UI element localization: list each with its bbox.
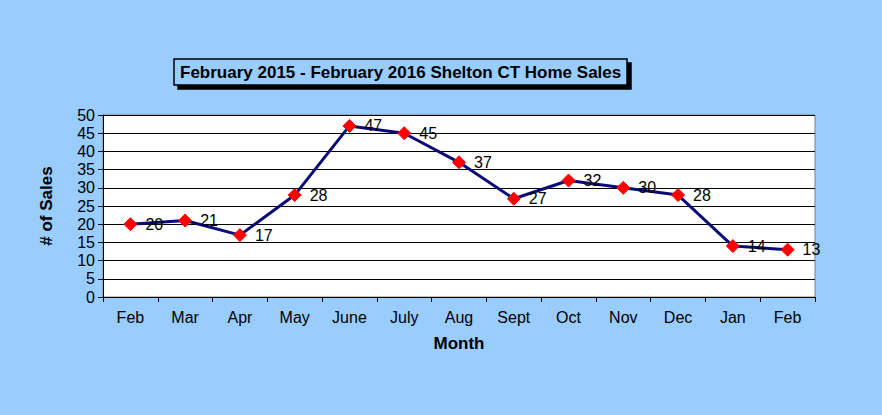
svg-text:June: June	[332, 309, 367, 326]
svg-text:Month: Month	[434, 334, 485, 353]
svg-text:50: 50	[77, 107, 95, 124]
svg-text:20: 20	[145, 216, 163, 233]
svg-text:10: 10	[77, 252, 95, 269]
svg-text:Apr: Apr	[227, 309, 253, 326]
svg-text:5: 5	[86, 270, 95, 287]
svg-text:17: 17	[255, 227, 273, 244]
svg-text:45: 45	[419, 125, 437, 142]
svg-text:February 2015 - February 2016: February 2015 - February 2016 Shelton CT…	[180, 63, 621, 82]
svg-text:Mar: Mar	[171, 309, 199, 326]
svg-text:Oct: Oct	[556, 309, 581, 326]
svg-text:Jan: Jan	[720, 309, 746, 326]
svg-text:0: 0	[86, 289, 95, 306]
svg-text:Sept: Sept	[497, 309, 530, 326]
svg-text:# of Sales: # of Sales	[37, 166, 56, 245]
svg-text:28: 28	[310, 187, 328, 204]
svg-text:32: 32	[584, 172, 602, 189]
svg-text:35: 35	[77, 161, 95, 178]
svg-text:27: 27	[529, 190, 547, 207]
svg-text:15: 15	[77, 234, 95, 251]
svg-text:40: 40	[77, 143, 95, 160]
svg-text:30: 30	[77, 179, 95, 196]
svg-text:28: 28	[693, 187, 711, 204]
svg-text:25: 25	[77, 198, 95, 215]
svg-text:July: July	[390, 309, 418, 326]
svg-text:Feb: Feb	[117, 309, 145, 326]
svg-text:14: 14	[748, 238, 766, 255]
svg-text:30: 30	[638, 179, 656, 196]
svg-text:21: 21	[200, 212, 218, 229]
svg-text:37: 37	[474, 154, 492, 171]
svg-text:20: 20	[77, 216, 95, 233]
svg-text:Nov: Nov	[609, 309, 637, 326]
svg-text:47: 47	[364, 117, 382, 134]
svg-text:45: 45	[77, 125, 95, 142]
svg-text:13: 13	[803, 241, 821, 258]
svg-text:Feb: Feb	[774, 309, 802, 326]
svg-text:May: May	[280, 309, 310, 326]
svg-text:Aug: Aug	[445, 309, 473, 326]
svg-text:Dec: Dec	[664, 309, 692, 326]
